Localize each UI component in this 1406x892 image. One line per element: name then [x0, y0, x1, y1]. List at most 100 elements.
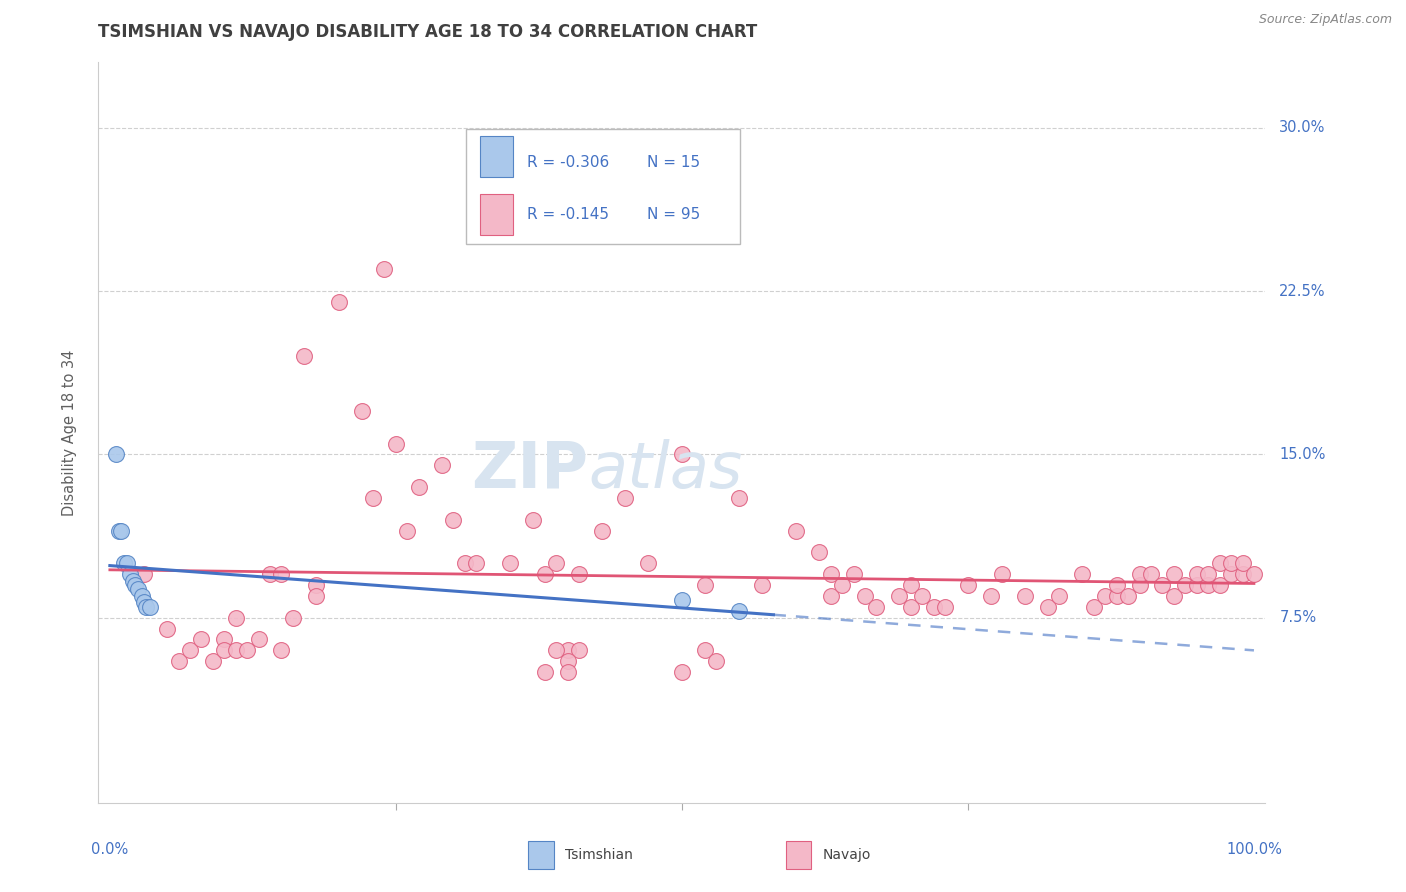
Point [305, 578, 328, 592]
Point [1163, 589, 1185, 603]
Point [1232, 556, 1254, 570]
Point [671, 665, 693, 680]
Point [408, 480, 430, 494]
Point [214, 643, 236, 657]
Point [385, 436, 408, 450]
Point [1197, 567, 1219, 582]
Point [1208, 556, 1230, 570]
Point [728, 604, 751, 618]
Point [751, 578, 773, 592]
Point [1185, 578, 1208, 592]
Point [139, 599, 162, 614]
Point [134, 567, 156, 582]
FancyBboxPatch shape [786, 841, 811, 870]
Point [441, 513, 464, 527]
Point [135, 599, 157, 614]
Text: R = -0.306: R = -0.306 [527, 155, 609, 169]
Point [889, 589, 911, 603]
Point [808, 545, 831, 559]
Point [110, 524, 132, 538]
Point [465, 556, 488, 570]
Point [328, 295, 350, 310]
Point [1071, 567, 1094, 582]
Point [115, 556, 138, 570]
Point [201, 654, 224, 668]
Point [247, 632, 270, 647]
Point [922, 599, 945, 614]
Point [225, 611, 247, 625]
Point [1243, 567, 1265, 582]
Point [1094, 589, 1116, 603]
Point [980, 589, 1002, 603]
Point [214, 632, 236, 647]
Point [544, 643, 567, 657]
Point [956, 578, 979, 592]
Text: atlas: atlas [589, 439, 742, 500]
Point [911, 589, 934, 603]
Point [292, 350, 315, 364]
Point [131, 589, 153, 603]
Point [934, 599, 956, 614]
Point [900, 578, 922, 592]
Point [693, 643, 716, 657]
Point [693, 578, 716, 592]
Point [613, 491, 636, 505]
Point [1185, 567, 1208, 582]
Point [1105, 578, 1128, 592]
Point [1197, 578, 1219, 592]
Point [1220, 567, 1243, 582]
Text: 22.5%: 22.5% [1279, 284, 1326, 299]
Text: 15.0%: 15.0% [1279, 447, 1326, 462]
Point [591, 524, 613, 538]
Text: TSIMSHIAN VS NAVAJO DISABILITY AGE 18 TO 34 CORRELATION CHART: TSIMSHIAN VS NAVAJO DISABILITY AGE 18 TO… [98, 23, 758, 41]
Point [671, 447, 693, 461]
Point [1105, 589, 1128, 603]
Text: 0.0%: 0.0% [91, 842, 128, 856]
Text: 7.5%: 7.5% [1279, 610, 1316, 625]
Point [1049, 589, 1071, 603]
Point [637, 556, 659, 570]
Point [704, 654, 727, 668]
Point [557, 643, 579, 657]
Point [270, 643, 292, 657]
Point [557, 654, 579, 668]
Point [499, 556, 522, 570]
Point [785, 524, 807, 538]
Text: Tsimshian: Tsimshian [565, 848, 633, 863]
Point [396, 524, 419, 538]
Point [1014, 589, 1036, 603]
Point [728, 491, 751, 505]
Text: R = -0.145: R = -0.145 [527, 207, 609, 222]
Point [544, 556, 567, 570]
Point [1116, 589, 1139, 603]
Point [225, 643, 247, 657]
Point [900, 599, 922, 614]
Point [124, 578, 146, 592]
Point [1140, 567, 1163, 582]
Point [127, 582, 149, 597]
Point [568, 643, 591, 657]
Point [1083, 599, 1105, 614]
Point [568, 567, 591, 582]
Point [121, 574, 143, 588]
Text: ZIP: ZIP [471, 439, 589, 500]
Point [991, 567, 1014, 582]
Point [1128, 567, 1150, 582]
Text: Source: ZipAtlas.com: Source: ZipAtlas.com [1258, 13, 1392, 27]
Point [156, 622, 179, 636]
Point [430, 458, 453, 473]
Point [281, 611, 304, 625]
FancyBboxPatch shape [479, 194, 513, 235]
Text: Navajo: Navajo [823, 848, 872, 863]
Point [134, 595, 156, 609]
Point [270, 567, 292, 582]
Point [120, 567, 142, 582]
Point [236, 643, 259, 657]
Point [112, 556, 135, 570]
FancyBboxPatch shape [527, 841, 554, 870]
Point [259, 567, 281, 582]
Text: N = 95: N = 95 [647, 207, 700, 222]
Point [104, 447, 127, 461]
Point [853, 589, 876, 603]
Point [1220, 556, 1243, 570]
